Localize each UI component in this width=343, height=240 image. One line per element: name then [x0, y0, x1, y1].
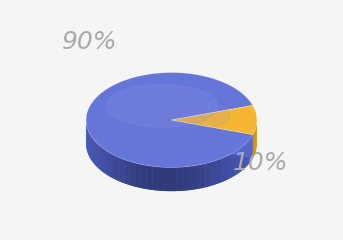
Polygon shape — [253, 120, 257, 158]
Polygon shape — [188, 166, 194, 190]
Polygon shape — [91, 136, 94, 163]
Polygon shape — [86, 120, 253, 191]
Polygon shape — [248, 138, 251, 165]
Polygon shape — [96, 143, 99, 169]
Polygon shape — [86, 123, 87, 150]
Polygon shape — [182, 167, 188, 191]
Polygon shape — [111, 153, 115, 179]
Text: 90%: 90% — [62, 30, 118, 54]
Polygon shape — [125, 160, 130, 185]
Polygon shape — [251, 135, 253, 162]
Polygon shape — [200, 163, 205, 188]
Polygon shape — [245, 141, 248, 168]
Polygon shape — [152, 166, 158, 191]
Polygon shape — [239, 147, 242, 173]
Polygon shape — [99, 145, 103, 172]
Polygon shape — [164, 167, 170, 191]
Polygon shape — [146, 165, 152, 190]
Ellipse shape — [106, 84, 217, 127]
Polygon shape — [107, 151, 111, 177]
Polygon shape — [120, 158, 125, 183]
Text: 10%: 10% — [233, 151, 289, 175]
Polygon shape — [90, 133, 91, 160]
Polygon shape — [135, 163, 141, 188]
Polygon shape — [172, 105, 257, 135]
Polygon shape — [158, 167, 164, 191]
Polygon shape — [130, 161, 135, 187]
Polygon shape — [86, 72, 253, 168]
Polygon shape — [242, 144, 245, 170]
Ellipse shape — [170, 102, 230, 128]
Polygon shape — [94, 139, 96, 166]
Polygon shape — [88, 130, 90, 157]
Polygon shape — [115, 156, 120, 181]
Polygon shape — [176, 167, 182, 191]
Polygon shape — [205, 162, 211, 187]
Polygon shape — [172, 120, 253, 158]
Polygon shape — [235, 149, 239, 176]
Polygon shape — [230, 152, 235, 178]
Polygon shape — [141, 164, 146, 189]
Polygon shape — [211, 161, 216, 186]
Polygon shape — [226, 154, 230, 180]
Polygon shape — [194, 165, 200, 190]
Polygon shape — [221, 156, 226, 182]
Polygon shape — [170, 167, 176, 191]
Polygon shape — [87, 127, 88, 154]
Polygon shape — [103, 148, 107, 174]
Polygon shape — [216, 159, 221, 184]
